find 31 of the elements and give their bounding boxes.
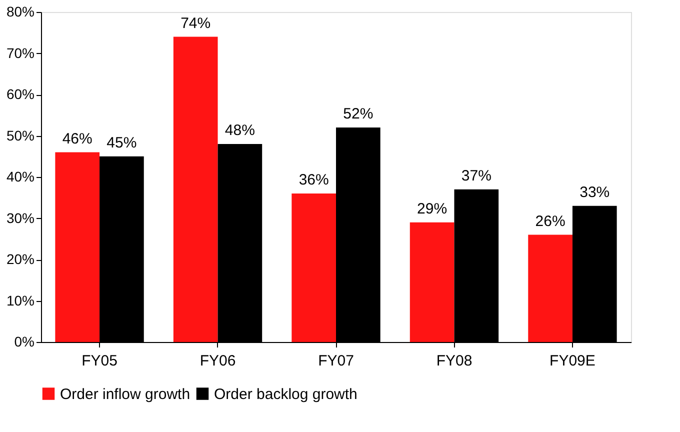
y-tick-label: 60% [6, 86, 34, 102]
y-tick-label: 70% [6, 44, 34, 61]
y-tick-label: 40% [6, 168, 34, 184]
y-tick-label: 50% [6, 127, 34, 144]
y-tick-label: 80% [6, 4, 34, 20]
bar [173, 36, 218, 342]
y-tick-label: 30% [6, 210, 34, 226]
x-tick-label: FY07 [318, 352, 354, 370]
data-label: 26% [535, 212, 566, 230]
y-tick-label: 0% [14, 334, 34, 350]
data-label: 52% [343, 106, 374, 122]
x-tick-label: FY09E [550, 352, 596, 370]
data-label: 33% [580, 184, 610, 201]
x-tick-label: FY08 [436, 352, 472, 370]
x-tick-label: FY06 [200, 352, 236, 370]
data-label: 29% [417, 200, 448, 218]
data-label: 36% [298, 172, 329, 188]
x-tick-label: FY05 [82, 352, 118, 370]
data-label: 45% [106, 134, 137, 152]
bar [55, 152, 100, 342]
legend-label: Order inflow growth [60, 386, 190, 403]
data-label: 46% [62, 130, 92, 148]
legend-label: Order backlog growth [214, 386, 358, 403]
y-tick-label: 10% [6, 292, 34, 308]
data-label: 37% [461, 167, 492, 184]
data-label: 48% [224, 122, 255, 139]
y-tick-label: 20% [6, 251, 34, 267]
bar [292, 194, 336, 342]
bar [410, 222, 454, 342]
bar [528, 234, 572, 342]
data-label: 74% [180, 14, 211, 32]
